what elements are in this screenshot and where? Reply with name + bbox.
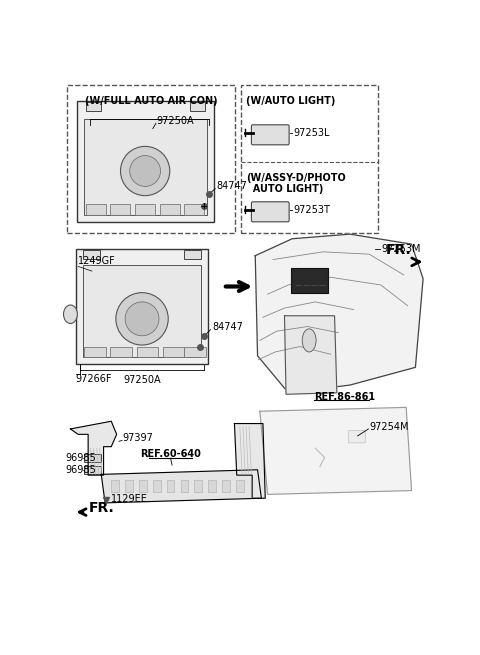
Bar bbox=[194, 479, 202, 492]
Bar bbox=[184, 204, 204, 215]
Text: 97253M: 97253M bbox=[382, 244, 421, 253]
Text: 97253L: 97253L bbox=[293, 128, 329, 138]
FancyBboxPatch shape bbox=[343, 246, 375, 264]
Bar bbox=[236, 479, 244, 492]
Text: 97266F: 97266F bbox=[75, 374, 111, 384]
Text: 97254M: 97254M bbox=[369, 422, 408, 432]
Text: (W/FULL AUTO AIR CON): (W/FULL AUTO AIR CON) bbox=[85, 96, 217, 105]
Text: 84747: 84747 bbox=[212, 322, 243, 331]
Bar bbox=[222, 479, 230, 492]
Bar bbox=[84, 455, 101, 462]
Bar bbox=[184, 346, 206, 358]
Text: (W/AUTO LIGHT): (W/AUTO LIGHT) bbox=[246, 96, 336, 105]
Circle shape bbox=[116, 293, 168, 345]
Circle shape bbox=[120, 146, 170, 196]
Text: FR.: FR. bbox=[89, 501, 115, 515]
Polygon shape bbox=[260, 407, 411, 495]
Circle shape bbox=[125, 302, 159, 336]
FancyBboxPatch shape bbox=[252, 202, 289, 222]
Bar bbox=[110, 204, 131, 215]
Polygon shape bbox=[101, 470, 262, 503]
Bar bbox=[110, 346, 132, 358]
Text: FR.: FR. bbox=[386, 242, 411, 257]
Text: (W/ASSY-D/PHOTO
  AUTO LIGHT): (W/ASSY-D/PHOTO AUTO LIGHT) bbox=[246, 172, 346, 194]
Text: 97253T: 97253T bbox=[293, 204, 330, 214]
Polygon shape bbox=[285, 316, 337, 394]
Bar bbox=[153, 479, 160, 492]
Text: 96985: 96985 bbox=[66, 453, 96, 463]
Bar bbox=[84, 466, 101, 474]
Ellipse shape bbox=[302, 329, 316, 352]
Text: 84747: 84747 bbox=[217, 181, 248, 191]
Text: 1129EE: 1129EE bbox=[111, 494, 148, 504]
Text: REF.60-640: REF.60-640 bbox=[140, 449, 201, 459]
Bar bbox=[291, 268, 328, 293]
Text: 97250A: 97250A bbox=[123, 375, 161, 385]
Text: REF.86-861: REF.86-861 bbox=[314, 392, 375, 402]
FancyBboxPatch shape bbox=[252, 125, 289, 145]
Polygon shape bbox=[234, 424, 265, 498]
Bar bbox=[125, 479, 133, 492]
Text: 97397: 97397 bbox=[123, 433, 154, 443]
Bar bbox=[86, 102, 101, 111]
Bar bbox=[241, 84, 378, 233]
Bar bbox=[83, 265, 201, 358]
Bar bbox=[160, 204, 180, 215]
Bar bbox=[84, 346, 106, 358]
FancyBboxPatch shape bbox=[348, 430, 365, 443]
Bar bbox=[180, 479, 188, 492]
Bar bbox=[67, 84, 235, 233]
Bar bbox=[139, 479, 147, 492]
Bar bbox=[137, 346, 158, 358]
Bar bbox=[84, 119, 207, 215]
Bar bbox=[208, 479, 216, 492]
Polygon shape bbox=[255, 234, 423, 393]
Bar bbox=[163, 346, 184, 358]
FancyBboxPatch shape bbox=[77, 101, 214, 222]
Bar bbox=[83, 250, 100, 259]
Bar bbox=[111, 479, 119, 492]
Bar bbox=[190, 102, 205, 111]
Polygon shape bbox=[71, 421, 117, 475]
Ellipse shape bbox=[63, 305, 77, 324]
Text: 96985: 96985 bbox=[66, 465, 96, 475]
Circle shape bbox=[130, 156, 160, 187]
Bar bbox=[184, 250, 201, 259]
Bar bbox=[167, 479, 174, 492]
Bar bbox=[135, 204, 155, 215]
Text: 97250A: 97250A bbox=[156, 116, 194, 126]
Text: 1249GF: 1249GF bbox=[78, 255, 116, 266]
Bar bbox=[86, 204, 106, 215]
FancyBboxPatch shape bbox=[76, 249, 208, 364]
